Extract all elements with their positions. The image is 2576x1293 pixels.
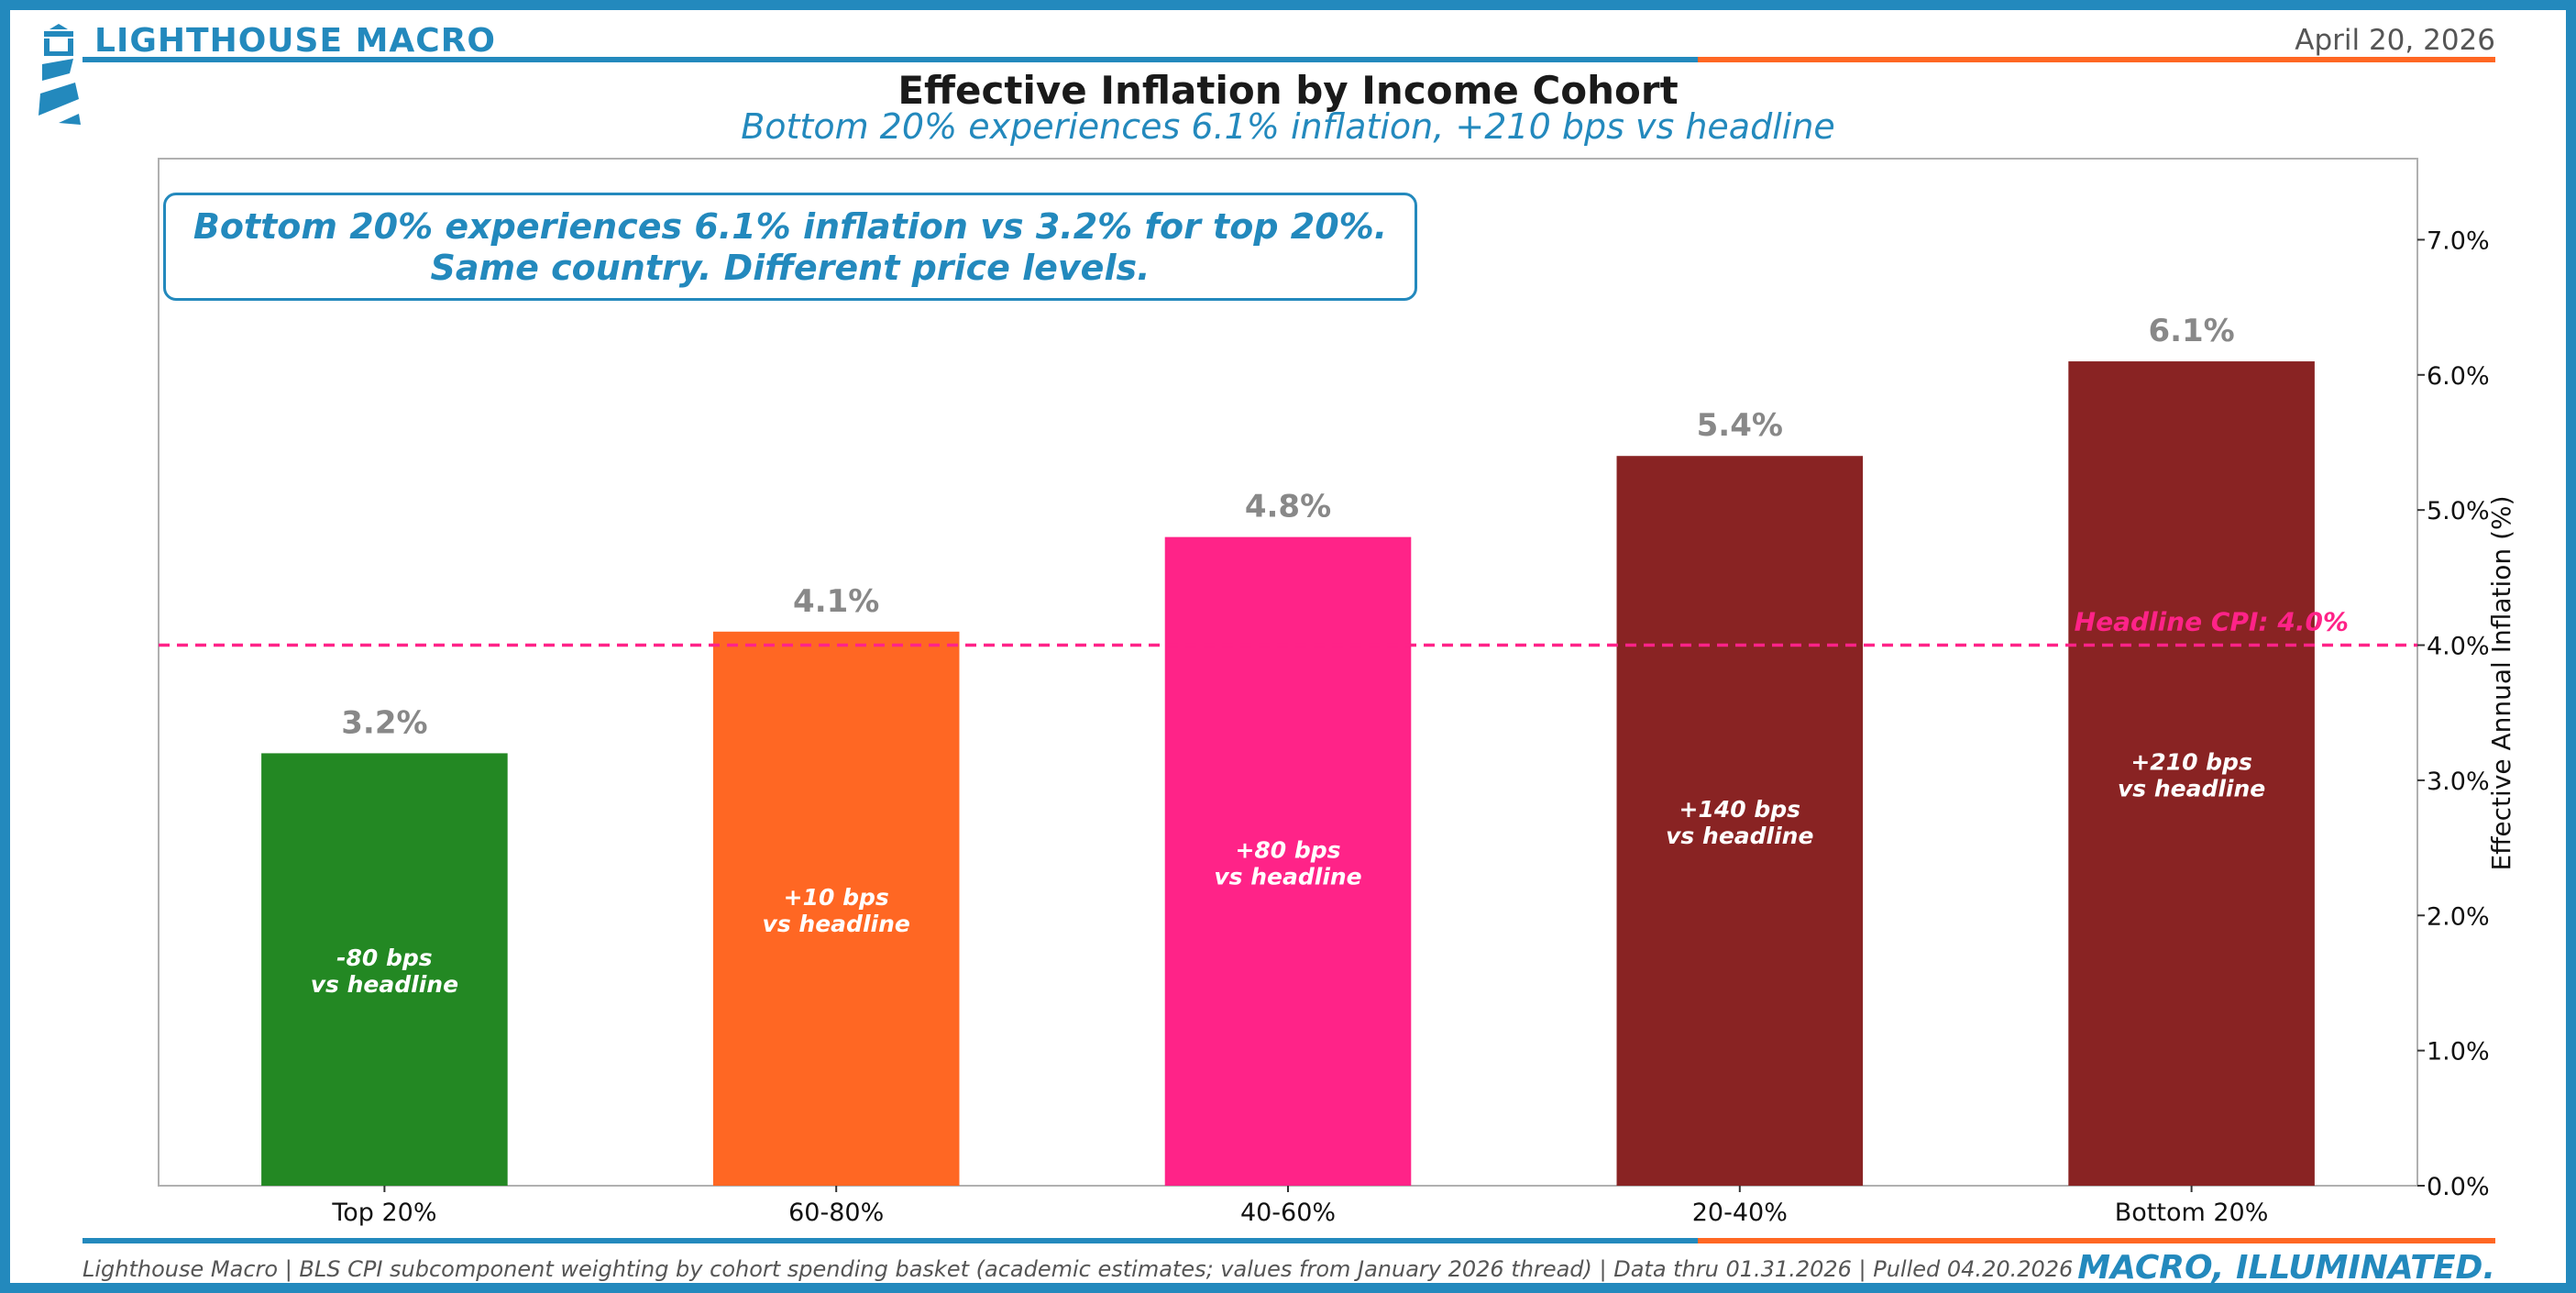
chart-subtitle: Bottom 20% experiences 6.1% inflation, +… — [741, 106, 1835, 147]
bar — [261, 753, 508, 1186]
y-tick-label: 0.0% — [2427, 1173, 2490, 1201]
x-tick-label: 60-80% — [788, 1199, 884, 1227]
bar-annotation-line-2: vs headline — [763, 911, 910, 937]
y-tick-label: 3.0% — [2427, 768, 2490, 796]
header-rule-orange — [1698, 57, 2495, 62]
bar-annotation-line-2: vs headline — [311, 971, 458, 998]
footer-source: Lighthouse Macro | BLS CPI subcomponent … — [83, 1256, 2074, 1282]
x-tick-label: 20-40% — [1692, 1199, 1788, 1227]
y-tick-label: 1.0% — [2427, 1038, 2490, 1066]
y-axis-label: Effective Annual Inflation (%) — [2486, 495, 2516, 870]
y-tick-label: 7.0% — [2427, 227, 2490, 255]
bar-annotation-line-2: vs headline — [1214, 863, 1361, 890]
x-tick-label: Bottom 20% — [2115, 1199, 2269, 1227]
bar-annotation-line-1: +80 bps — [1235, 836, 1340, 863]
y-tick-label: 6.0% — [2427, 362, 2490, 391]
bar-annotation-line-1: +140 bps — [1679, 796, 1801, 823]
bar-value-label: 4.1% — [793, 583, 879, 620]
x-tick-label: Top 20% — [331, 1199, 436, 1227]
bar-annotation-line-2: vs headline — [1666, 823, 1813, 849]
bar-value-label: 6.1% — [2148, 313, 2234, 349]
footer-rule-blue — [83, 1238, 1698, 1243]
bar-annotation-line-1: +10 bps — [784, 884, 889, 911]
lighthouse-icon — [39, 24, 81, 125]
header-rule-blue — [83, 57, 1698, 62]
bar-value-label: 5.4% — [1697, 407, 1783, 444]
y-tick-label: 2.0% — [2427, 902, 2490, 931]
bar-value-label: 4.8% — [1245, 489, 1331, 525]
chart-title: Effective Inflation by Income Cohort — [897, 68, 1679, 113]
callout-box: Bottom 20% experiences 6.1% inflation vs… — [163, 193, 1417, 301]
bar — [2068, 361, 2315, 1187]
y-tick-label: 5.0% — [2427, 497, 2490, 525]
bar-annotation-line-1: -80 bps — [336, 945, 433, 971]
x-tick-label: 40-60% — [1240, 1199, 1336, 1227]
callout-line-1: Bottom 20% experiences 6.1% inflation vs… — [193, 206, 1388, 247]
tagline: MACRO, ILLUMINATED. — [2077, 1249, 2495, 1287]
bar — [1616, 456, 1864, 1186]
y-tick-label: 4.0% — [2427, 633, 2490, 661]
bar-value-label: 3.2% — [341, 704, 427, 741]
bar-annotation-line-1: +210 bps — [2130, 749, 2252, 776]
brand-name: LIGHTHOUSE MACRO — [94, 22, 497, 60]
report-date: April 20, 2026 — [2295, 24, 2495, 57]
bar-annotation-line-2: vs headline — [2118, 776, 2265, 802]
headline-reference-label: Headline CPI: 4.0% — [2075, 607, 2349, 637]
footer-rule-orange — [1698, 1238, 2495, 1243]
bar — [712, 631, 960, 1186]
callout-line-2: Same country. Different price levels. — [430, 248, 1150, 288]
